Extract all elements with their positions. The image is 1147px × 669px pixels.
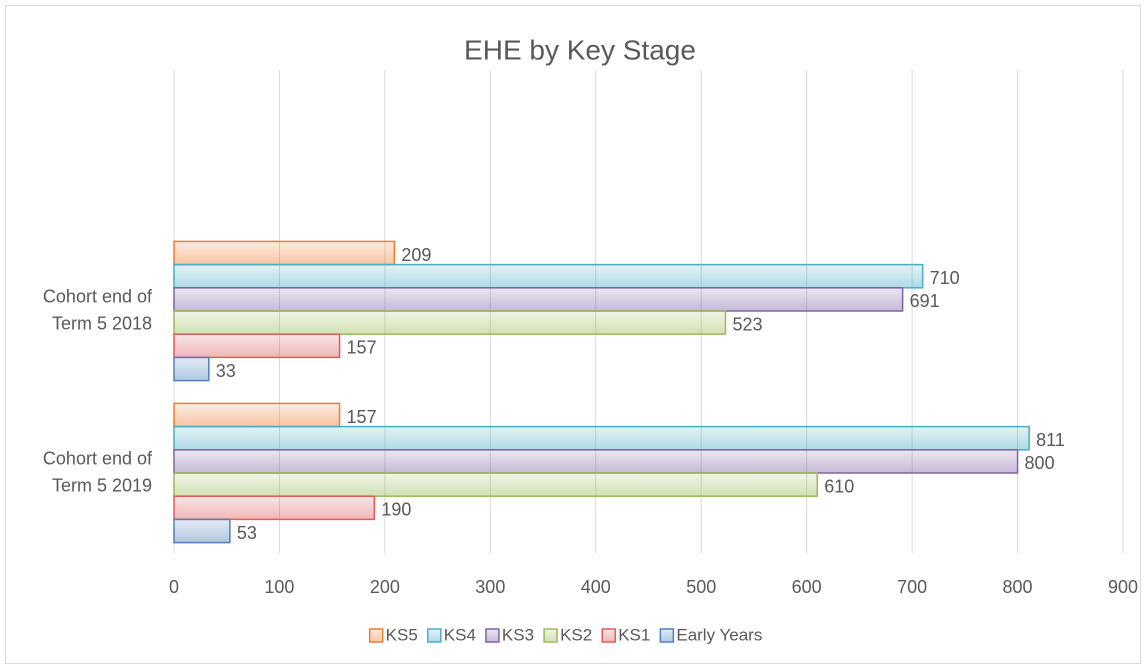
legend-swatch: [485, 628, 500, 643]
bar: [173, 287, 904, 312]
chart-title: EHE by Key Stage: [464, 34, 696, 65]
bar: [173, 449, 1019, 474]
legend-label: KS3: [502, 625, 534, 644]
data-label: 209: [401, 245, 431, 265]
data-label: 53: [237, 523, 257, 543]
bar: [173, 356, 210, 382]
bar: [173, 263, 924, 289]
data-label: 157: [347, 407, 377, 427]
x-tick-label: 200: [370, 577, 400, 597]
bar: [173, 425, 1030, 451]
y-tick-label: Cohort end of Term 5 2019: [43, 448, 153, 495]
legend-swatch: [427, 628, 442, 643]
bar: [173, 472, 818, 497]
data-label: 710: [930, 268, 960, 288]
x-tick-label: 400: [581, 577, 611, 597]
x-tick-label: 900: [1108, 577, 1138, 597]
x-tick-label: 700: [897, 577, 927, 597]
legend-label: KS5: [386, 625, 418, 644]
bar: [173, 518, 231, 544]
data-label: 811: [1036, 430, 1065, 450]
bar: [173, 333, 341, 359]
x-tick-label: 600: [792, 577, 822, 597]
data-label: 523: [732, 314, 762, 334]
legend-label: KS1: [618, 625, 650, 644]
data-label: 190: [381, 500, 411, 520]
legend-swatch: [659, 628, 675, 643]
x-tick-label: 100: [264, 577, 294, 597]
bar: [173, 310, 727, 335]
data-label: 610: [824, 476, 854, 496]
y-tick-label: Cohort end of Term 5 2018: [43, 286, 153, 333]
legend-swatch: [368, 628, 384, 643]
legend: KS5 KS4 KS3 KS2 KS1 Early Years: [368, 625, 762, 644]
bar: [173, 495, 376, 521]
x-tick-label: 800: [1003, 577, 1033, 597]
bar: [173, 402, 341, 428]
x-tick-label: 500: [686, 577, 716, 597]
legend-label: KS2: [560, 625, 592, 644]
data-label: 157: [347, 338, 377, 358]
x-tick-label: 0: [169, 577, 179, 597]
x-tick-label: 300: [475, 577, 505, 597]
bar: [173, 240, 396, 266]
legend-swatch: [601, 628, 616, 643]
data-label: 800: [1025, 453, 1055, 473]
data-label: 691: [910, 291, 940, 311]
data-label: 33: [216, 361, 236, 381]
legend-label: KS4: [444, 625, 476, 644]
legend-label: Early Years: [676, 625, 762, 644]
legend-swatch: [543, 628, 558, 643]
